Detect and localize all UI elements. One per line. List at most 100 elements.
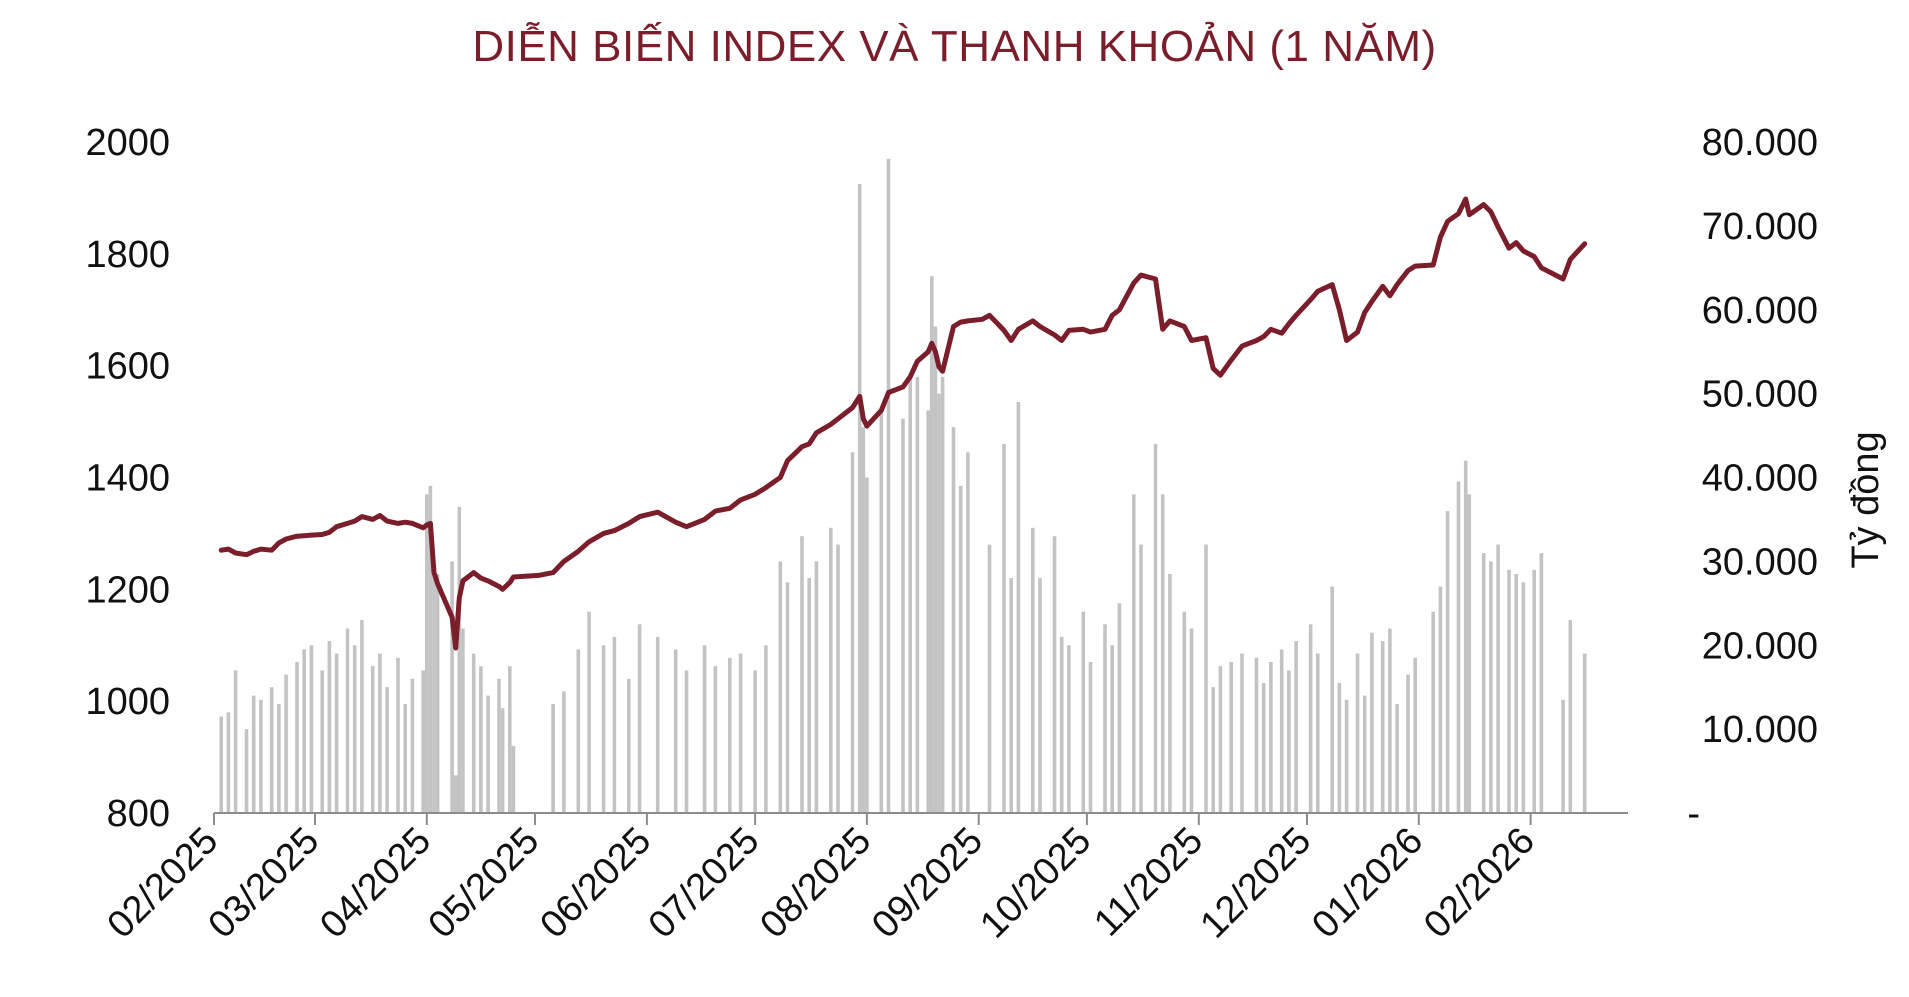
volume-bar [1110, 645, 1114, 814]
volume-bar [1218, 666, 1223, 813]
volume-bar [1009, 578, 1013, 813]
volume-bar [1059, 636, 1064, 813]
volume-bar [302, 649, 306, 813]
volume-bar [1269, 662, 1273, 813]
volume-bar [1316, 653, 1320, 813]
volume-bar [1204, 544, 1208, 813]
x-tick-label: 02/2025 [100, 820, 227, 947]
volume-bar [1463, 460, 1468, 813]
volume-bar [940, 376, 945, 813]
volume-bar [937, 393, 941, 813]
volume-bar [1002, 443, 1006, 813]
chart-title: DIỄN BIẾN INDEX VÀ THANH KHOẢN (1 NĂM) [472, 22, 1437, 71]
volume-bar [836, 544, 840, 813]
volume-bar [951, 427, 956, 813]
volume-bar [1445, 511, 1450, 813]
volume-bar [360, 620, 364, 813]
volume-bar [425, 494, 429, 813]
volume-bar [1103, 624, 1107, 813]
x-tick-label: 05/2025 [421, 820, 548, 947]
volume-bar [345, 628, 350, 813]
left-tick-label: 2000 [85, 122, 170, 164]
volume-bar [1456, 481, 1461, 813]
volume-bar [926, 410, 930, 813]
volume-bar [251, 695, 256, 813]
volume-bar [562, 691, 566, 813]
volume-bar [479, 666, 483, 813]
left-tick-label: 1000 [85, 681, 170, 723]
volume-bar [1380, 641, 1385, 813]
volume-bar [410, 678, 415, 813]
volume-bar [511, 745, 516, 813]
volume-bar [601, 645, 606, 814]
left-tick-label: 1800 [85, 234, 170, 276]
volume-bar [713, 666, 718, 813]
volume-bar [1370, 632, 1374, 813]
volume-bar [987, 544, 992, 813]
right-tick-label: 40.000 [1702, 458, 1818, 500]
volume-bar [1431, 611, 1435, 813]
volume-bar [785, 582, 790, 813]
volume-bar [1568, 620, 1573, 813]
volume-bar [1067, 645, 1071, 814]
volume-bar [551, 704, 555, 813]
volume-bar [1337, 683, 1342, 813]
right-tick-label: 60.000 [1702, 290, 1818, 332]
volume-bar [450, 561, 454, 813]
volume-bar [1211, 687, 1215, 813]
volume-bar [226, 712, 231, 813]
volume-bar [778, 561, 783, 813]
volume-bar [219, 716, 223, 813]
volume-bar [1406, 674, 1410, 813]
volume-bar [1362, 695, 1367, 813]
volume-bar [1395, 704, 1399, 813]
volume-bar [428, 485, 433, 813]
x-tick-label: 03/2025 [201, 820, 328, 947]
volume-bar [915, 376, 920, 813]
volume-bar [233, 670, 238, 813]
volume-bar [1132, 494, 1136, 813]
volume-bar [396, 657, 400, 813]
volume-bar [497, 678, 501, 813]
right-axis-title: Tỷ đồng [1845, 431, 1887, 568]
volume-bar [1254, 657, 1259, 813]
x-axis-ticks: 02/202503/202504/202505/202506/202507/20… [100, 813, 1543, 947]
volume-bar [1582, 653, 1587, 813]
volume-bar [1229, 662, 1233, 813]
volume-bar [1532, 569, 1536, 813]
volume-bar [277, 704, 281, 813]
volume-bar [421, 670, 425, 813]
volume-bar [728, 657, 732, 813]
volume-bar [857, 183, 862, 813]
left-tick-label: 1200 [85, 569, 170, 611]
volume-bar [1088, 662, 1093, 813]
volume-bar [861, 427, 866, 813]
volume-bar [829, 527, 833, 813]
left-tick-label: 1400 [85, 458, 170, 500]
volume-bar [886, 158, 891, 814]
volume-bar [587, 611, 591, 813]
volume-bar [800, 536, 804, 813]
volume-bar [738, 653, 743, 813]
volume-bar [295, 662, 299, 813]
volume-bar [901, 418, 905, 813]
volume-bar [684, 670, 689, 813]
right-tick-label: 80.000 [1702, 122, 1818, 164]
volume-bar [259, 699, 263, 813]
volume-bar [850, 452, 855, 813]
volume-bar [1294, 641, 1298, 813]
volume-bar [1413, 657, 1417, 813]
right-tick-label: 70.000 [1702, 206, 1818, 248]
volume-bar [352, 645, 357, 814]
left-tick-label: 800 [107, 793, 170, 835]
x-tick-label: 12/2025 [1193, 820, 1320, 947]
volume-bar [1344, 699, 1349, 813]
volume-bar [1539, 553, 1544, 813]
volume-bar [814, 561, 819, 813]
volume-bar [908, 376, 912, 813]
volume-bar [1081, 611, 1086, 813]
volume-bar [385, 687, 389, 813]
volume-bar [500, 708, 505, 813]
volume-bar [334, 653, 339, 813]
